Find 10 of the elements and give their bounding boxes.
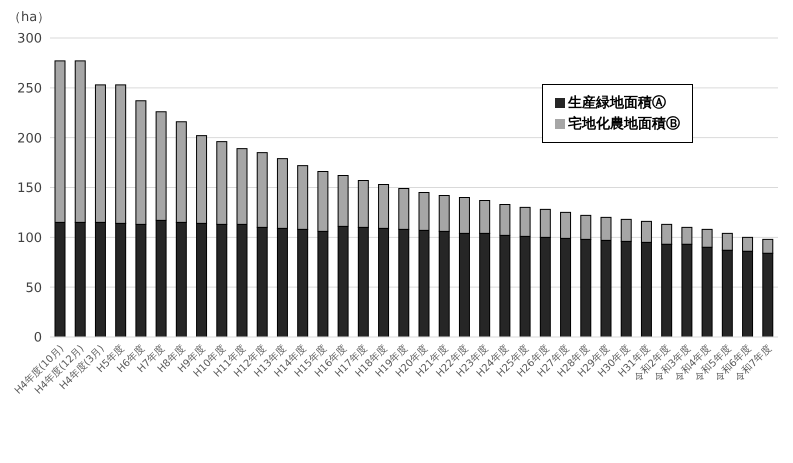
y-tick-label: 200 xyxy=(17,131,42,146)
y-axis-title: （ha） xyxy=(8,9,50,26)
y-tick-label: 50 xyxy=(25,280,42,296)
y-tick-label: 0 xyxy=(34,330,42,346)
y-tick-label: 150 xyxy=(17,181,42,196)
legend-label: 宅地化農地面積Ⓑ xyxy=(568,115,680,133)
y-tick-label: 250 xyxy=(17,81,42,96)
y-tick-label: 300 xyxy=(17,32,42,47)
legend-label: 生産緑地面積Ⓐ xyxy=(568,94,666,112)
y-tick-label: 100 xyxy=(17,230,42,246)
